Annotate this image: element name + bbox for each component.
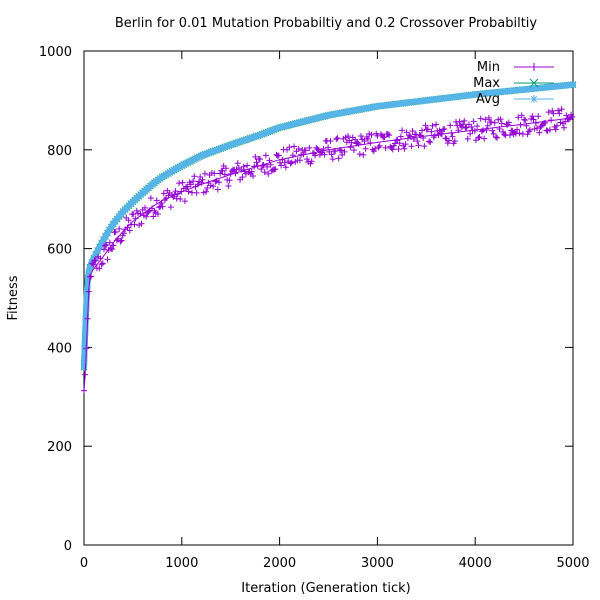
x-tick-label: 3000 — [361, 556, 394, 571]
legend-label-max: Max — [473, 76, 500, 91]
y-tick-label: 800 — [47, 144, 72, 159]
legend-marker-avg — [530, 95, 538, 103]
legend-marker-min — [530, 63, 538, 71]
y-tick-label: 1000 — [39, 45, 72, 60]
x-tick-label: 1000 — [165, 556, 198, 571]
series-avg — [81, 81, 576, 371]
plot-frame — [83, 50, 574, 546]
y-tick-label: 400 — [47, 341, 72, 356]
legend-marker-max — [529, 78, 539, 88]
y-tick-label: 0 — [64, 539, 72, 554]
series-line-min — [83, 117, 574, 393]
series-markers-min — [81, 106, 576, 394]
chart-title: Berlin for 0.01 Mutation Probabiltiy and… — [115, 16, 538, 31]
y-axis-label: Fitness — [6, 275, 21, 320]
x-tick-label: 5000 — [556, 556, 589, 571]
series-min — [81, 106, 576, 394]
legend-label-min: Min — [477, 60, 500, 75]
x-tick-label: 0 — [80, 556, 88, 571]
x-axis-label: Iteration (Generation tick) — [241, 581, 410, 596]
x-tick-label: 2000 — [263, 556, 296, 571]
legend-label-avg: Avg — [476, 92, 500, 107]
y-tick-label: 600 — [47, 243, 72, 258]
y-tick-label: 200 — [47, 440, 72, 455]
plot-layer: 0 200 400 600 800 1000 0 1000 2000 3000 4000 5000 — [39, 45, 590, 571]
series-markers-avg — [81, 81, 576, 371]
x-tick-label: 4000 — [459, 556, 492, 571]
